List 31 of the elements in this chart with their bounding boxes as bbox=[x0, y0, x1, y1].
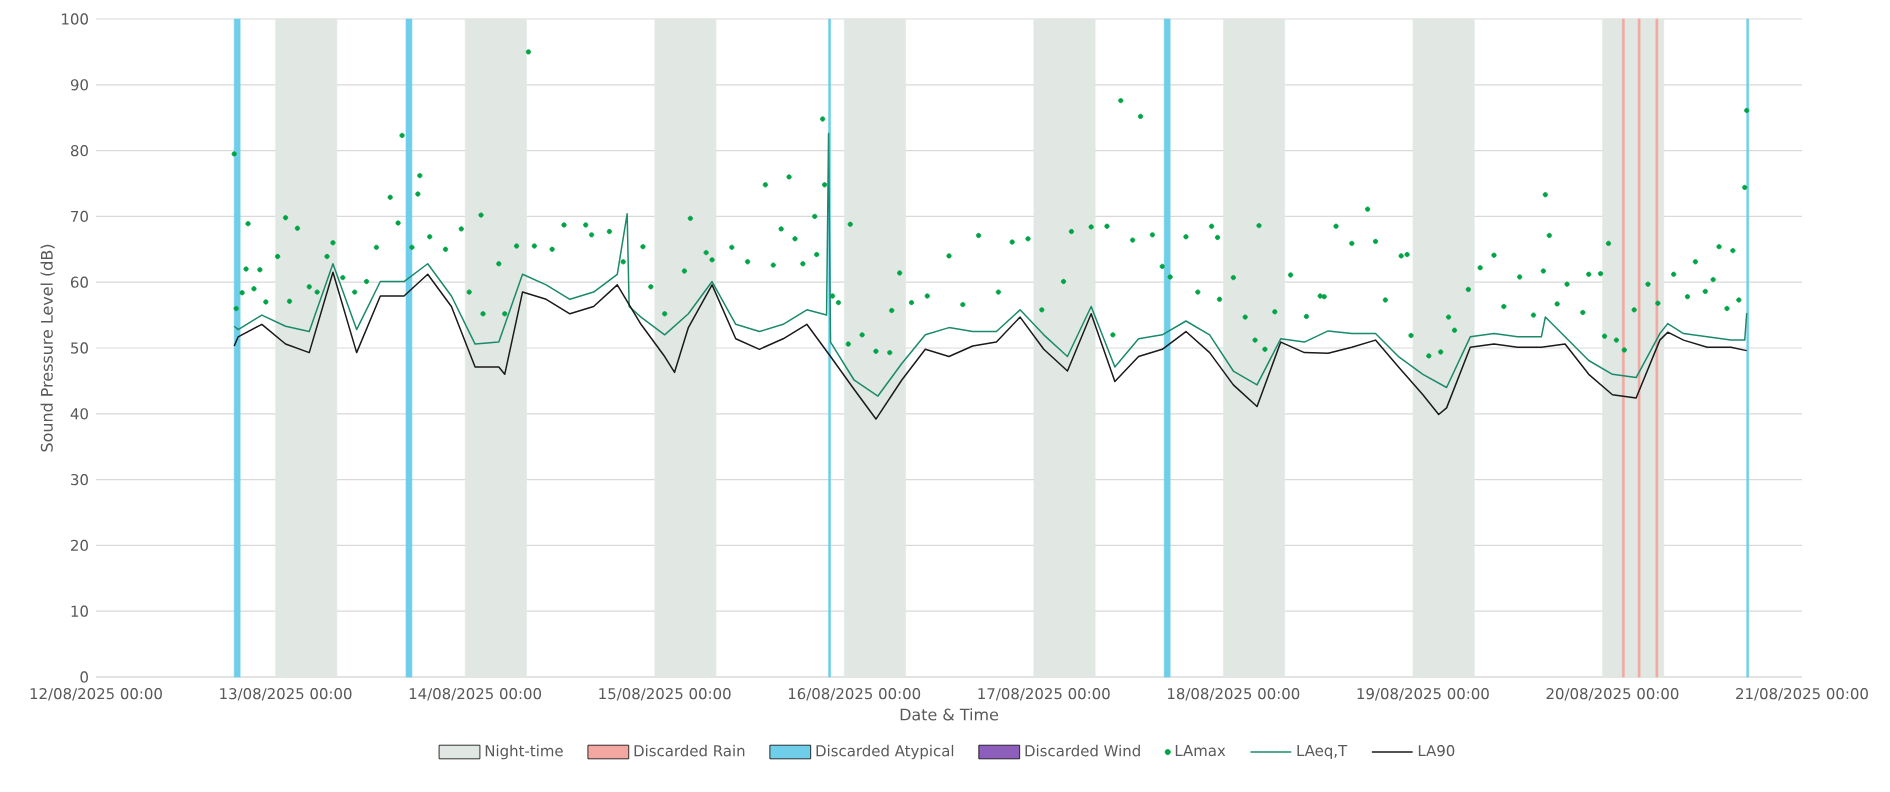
y-tick-label: 50 bbox=[71, 342, 88, 354]
y-tick-label: 0 bbox=[80, 671, 88, 683]
x-tick-label: 13/08/2025 00:00 bbox=[220, 688, 352, 701]
legend-label: LAeq,T bbox=[1297, 745, 1348, 760]
x-tick-label: 14/08/2025 00:00 bbox=[409, 688, 542, 701]
x-tick-label: 18/08/2025 00:00 bbox=[1168, 688, 1300, 701]
x-axis-title: Date & Time bbox=[900, 708, 999, 721]
legend-label: Discarded Wind bbox=[1025, 744, 1140, 757]
y-tick-label: 60 bbox=[70, 276, 88, 288]
x-tick-label: 19/08/2025 00:00 bbox=[1357, 688, 1489, 701]
y-tick-label: 100 bbox=[62, 13, 88, 25]
legend-label: LA90 bbox=[1418, 744, 1455, 757]
y-tick-label: 10 bbox=[71, 605, 88, 617]
y-tick-label: 40 bbox=[70, 408, 88, 420]
x-tick-label: 17/08/2025 00:00 bbox=[978, 688, 1110, 701]
legend-label: Discarded Rain bbox=[634, 744, 745, 757]
legend-label: Discarded Atypical bbox=[816, 744, 954, 760]
y-tick-label: 90 bbox=[70, 79, 88, 91]
y-tick-label: 70 bbox=[71, 210, 88, 223]
x-tick-label: 16/08/2025 00:00 bbox=[788, 688, 921, 701]
x-tick-label: 21/08/2025 00:00 bbox=[1736, 688, 1868, 701]
legend-label: Night-time bbox=[485, 744, 563, 760]
y-tick-label: 20 bbox=[71, 539, 88, 552]
line-series bbox=[233, 271, 1748, 420]
y-axis-title: Sound Pressure Level (dB) bbox=[40, 244, 55, 452]
y-tick-label: 80 bbox=[70, 144, 88, 157]
legend-label: LAmax bbox=[1175, 745, 1226, 757]
x-tick-label: 15/08/2025 00:00 bbox=[599, 688, 731, 701]
y-tick-label: 30 bbox=[71, 473, 88, 486]
x-tick-label: 12/08/2025 00:00 bbox=[30, 688, 162, 701]
x-tick-label: 20/08/2025 00:00 bbox=[1546, 688, 1679, 701]
